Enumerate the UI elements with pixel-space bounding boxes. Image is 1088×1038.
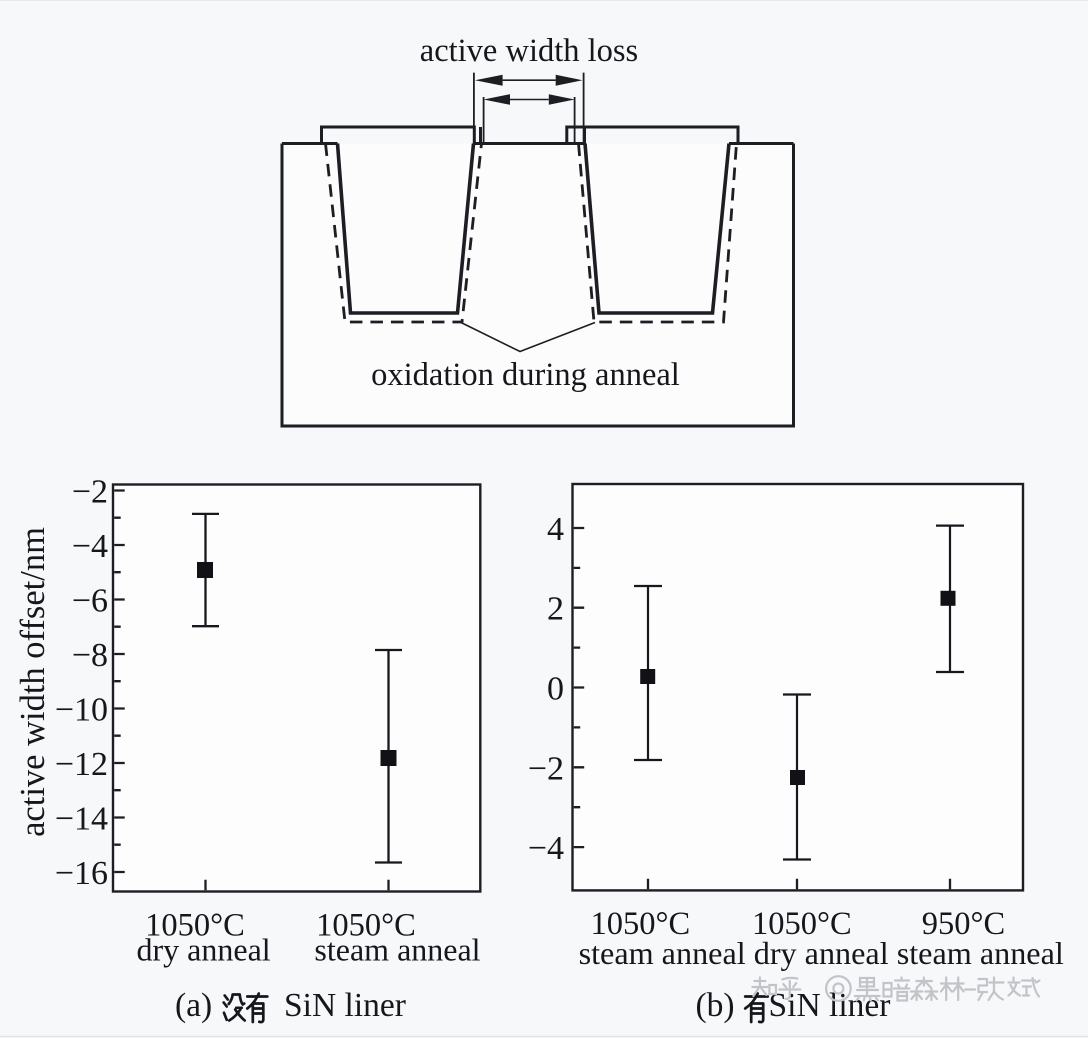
svg-text:0: 0	[547, 671, 564, 708]
svg-text:2: 2	[547, 591, 564, 628]
svg-text:−2: −2	[72, 474, 108, 511]
svg-text:−6: −6	[72, 583, 108, 620]
svg-text:−16: −16	[55, 855, 108, 892]
svg-text:steam anneal: steam anneal	[314, 932, 480, 968]
svg-text:1050°C: 1050°C	[145, 908, 245, 944]
svg-text:active width loss: active width loss	[420, 33, 638, 69]
svg-text:oxidation during anneal: oxidation during anneal	[371, 357, 680, 393]
svg-text:−4: −4	[72, 528, 108, 565]
svg-text:SiN liner: SiN liner	[769, 987, 891, 1024]
svg-text:950°C: 950°C	[922, 906, 1005, 942]
svg-text:1050°C: 1050°C	[590, 906, 690, 942]
svg-text:1050°C: 1050°C	[316, 908, 416, 944]
svg-text:dry anneal: dry anneal	[137, 932, 271, 968]
svg-text:−14: −14	[55, 801, 108, 838]
svg-text:−4: −4	[528, 830, 564, 867]
svg-text:1050°C: 1050°C	[752, 906, 852, 942]
svg-text:4: 4	[547, 511, 564, 548]
svg-text:−8: −8	[72, 637, 108, 674]
svg-text:(b): (b)	[696, 987, 735, 1024]
svg-text:−2: −2	[528, 750, 564, 787]
svg-text:steam anneal dry anneal steam: steam anneal dry anneal steam anneal	[579, 935, 1064, 971]
svg-text:−12: −12	[55, 746, 108, 783]
svg-text:(a): (a)	[175, 987, 212, 1024]
svg-text:SiN liner: SiN liner	[284, 987, 406, 1024]
svg-text:−10: −10	[55, 692, 108, 729]
svg-text:active width offset/nm: active width offset/nm	[14, 527, 52, 837]
